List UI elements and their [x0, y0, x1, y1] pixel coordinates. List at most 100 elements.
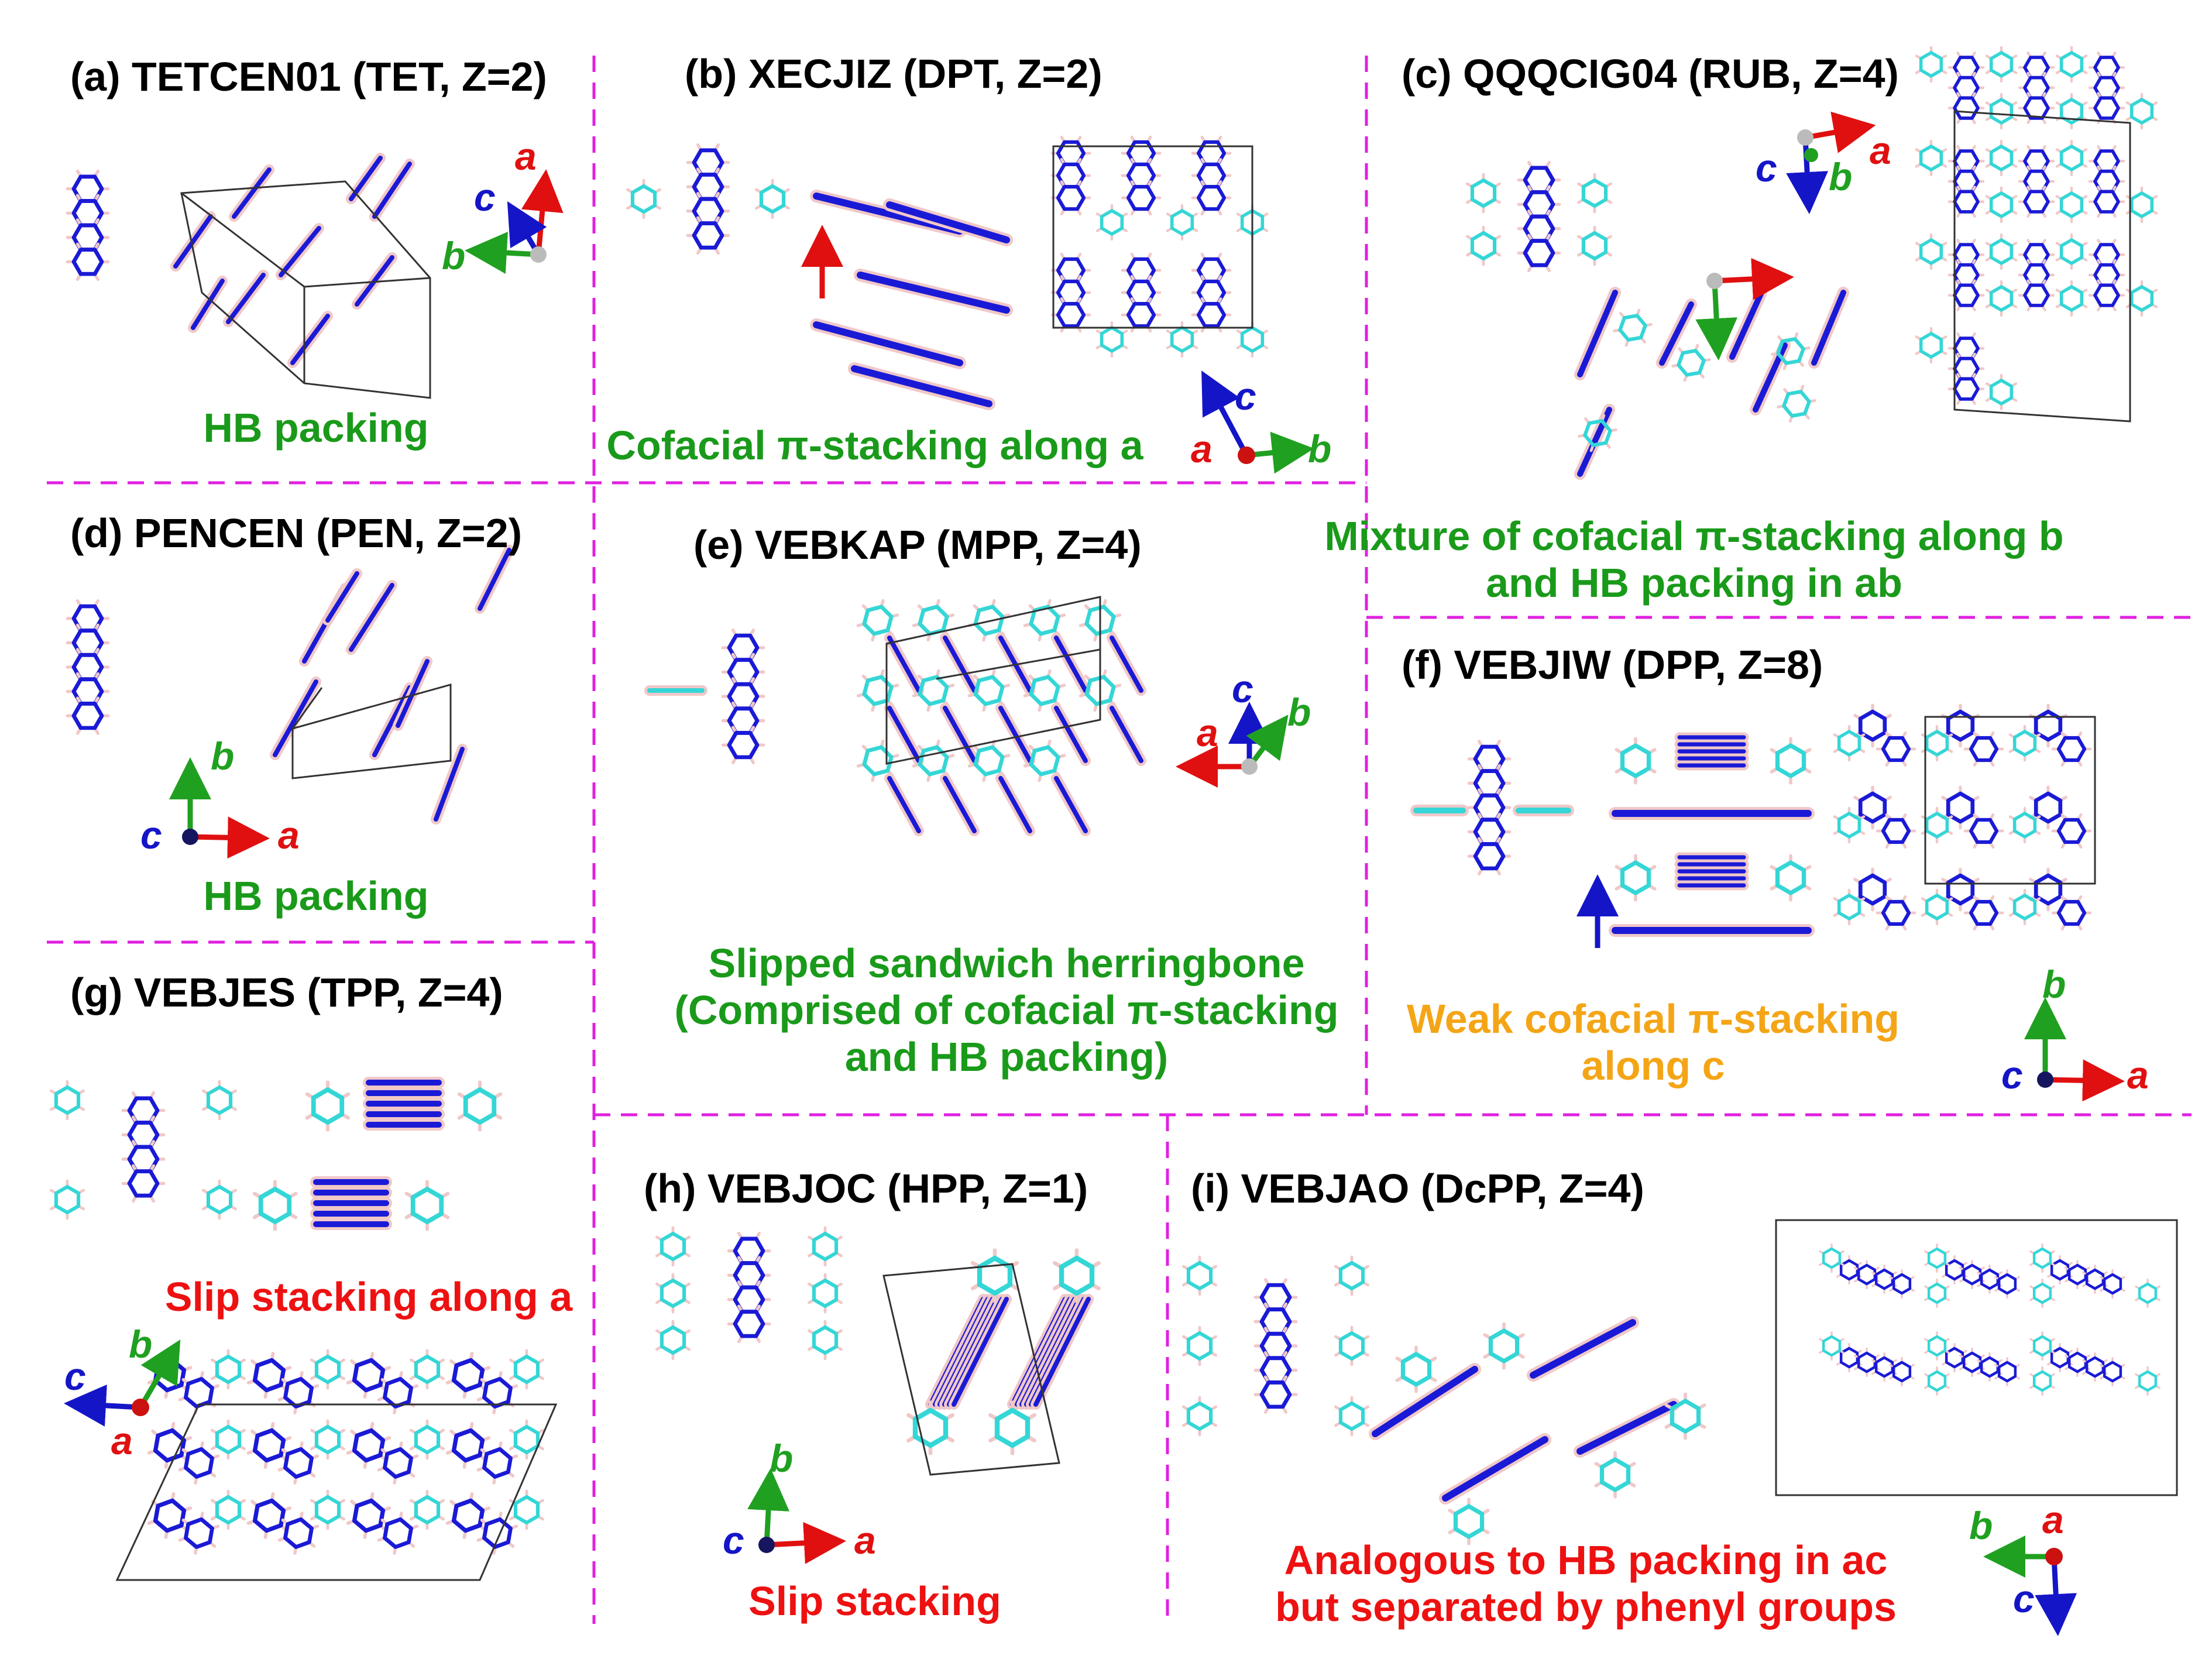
- panel-i-cell-ring: [1994, 1269, 2020, 1299]
- panel-c-stack-phenyl: [1985, 186, 2018, 224]
- panel-c-stack-ring: [1947, 186, 1985, 218]
- panel-c-phenyl: [1465, 225, 1502, 266]
- panel-b-edge-molecule: [810, 318, 966, 369]
- panel-g-cell-ring: [178, 1371, 220, 1414]
- unit-cell-g: [115, 1403, 558, 1581]
- panel-h-phenyl: [655, 1226, 691, 1267]
- panel-f-phenyl: [1615, 854, 1657, 902]
- panel-a-edge-molecule: [346, 153, 386, 204]
- panel-g-cell-phenyl: [409, 1489, 445, 1530]
- panel-b-edge-molecule: [848, 362, 995, 410]
- panel-c-caption-line2: and HB packing in ab: [1486, 560, 1902, 606]
- panel-i-cell-ring: [2100, 1357, 2125, 1386]
- panel-a-edge-molecule: [352, 252, 397, 310]
- panel-g-cell-ring: [147, 1492, 193, 1539]
- panel-g-title: (g) VEBJES (TPP, Z=4): [70, 970, 503, 1015]
- axis-b-label-b: b: [1308, 427, 1331, 470]
- panel-c-edge-molecule: [1574, 404, 1615, 480]
- panel-g-cell-phenyl: [509, 1489, 545, 1530]
- panel-i-cell-phenyl: [2029, 1279, 2055, 1308]
- panel-f-cluster-ring: [1963, 895, 2004, 931]
- unit-cell-a: [180, 180, 431, 399]
- axis-a-label-d: a: [278, 813, 300, 857]
- panel-e-edge-molecule: [995, 773, 1035, 836]
- panel-f-cluster-ring: [2051, 895, 2092, 931]
- panel-h-caption: Slip stacking: [748, 1578, 1001, 1624]
- panel-f-cluster-ring: [1941, 785, 1980, 830]
- panel-h-stack: [1031, 1294, 1094, 1410]
- panel-i-cell-ring: [1994, 1357, 2020, 1386]
- panel-i-phenyl: [1334, 1396, 1370, 1437]
- panel-f-cluster-phenyl: [2008, 888, 2041, 926]
- panel-e-edge-molecule: [884, 773, 924, 836]
- panel-c-caption-line1: Mixture of cofacial π-stacking along b: [1324, 513, 2063, 559]
- panel-i-cell-phenyl: [2029, 1244, 2055, 1273]
- panel-g-cell-ring: [445, 1422, 491, 1469]
- panel-h-phenyl: [807, 1226, 843, 1267]
- panel-b-stack-phenyl: [1095, 204, 1128, 241]
- panel-g-stack-phenyl: [252, 1180, 298, 1231]
- panel-e-caption-line1: Slipped sandwich herringbone: [709, 940, 1305, 986]
- panel-a-edge-molecule: [369, 159, 415, 222]
- unit-cell-e: [885, 596, 1101, 765]
- panel-e-phenyl: [912, 669, 955, 712]
- panel-e-edge-molecule: [1051, 703, 1091, 766]
- panel-i-edge-molecule: [1369, 1363, 1481, 1440]
- molecule-illustrations: [49, 46, 2161, 1555]
- panel-d-edge-molecule: [270, 676, 321, 760]
- panel-c-edge-molecule: [1574, 287, 1621, 380]
- axis-triad-a: [465, 169, 564, 274]
- panel-a-caption: HB packing: [203, 405, 428, 451]
- panel-i-cell-ring: [1889, 1357, 1915, 1386]
- panel-i-edge-molecule: [1439, 1433, 1551, 1505]
- panel-c-edge-molecule: [1808, 287, 1849, 369]
- panel-c-edge-phenyl: [1578, 414, 1617, 452]
- panel-f-cluster-ring: [1876, 731, 1916, 767]
- panel-g-caption: Slip stacking along a: [165, 1274, 573, 1320]
- panel-e-edge-molecule: [940, 703, 980, 766]
- panel-g-cell-phenyl: [310, 1489, 346, 1530]
- panel-h-phenyl: [807, 1273, 843, 1314]
- panel-c-title: (c) QQQCIG04 (RUB, Z=4): [1402, 51, 1899, 97]
- panel-g-cell-ring: [346, 1492, 391, 1539]
- panel-b-stack-ring: [1121, 297, 1162, 333]
- panel-e-phenyl: [856, 599, 899, 642]
- panel-b-phenyl: [754, 178, 791, 219]
- axis-c-label-g: c: [64, 1355, 86, 1398]
- axis-a-label-b: a: [1191, 427, 1213, 470]
- axis-triads: [64, 111, 2125, 1636]
- panel-h-molecule-ring: [727, 1304, 771, 1344]
- panel-f-cluster-ring: [1963, 731, 2004, 767]
- panel-g-phenyl: [201, 1080, 238, 1121]
- unit-cell-b: [1052, 145, 1253, 329]
- panel-c-stack-ring: [2018, 186, 2055, 218]
- panel-g-cell-ring: [277, 1512, 320, 1555]
- axis-triad-b: [1201, 370, 1314, 474]
- panel-g-cell-ring: [377, 1441, 419, 1485]
- panel-g-cell-ring: [246, 1422, 292, 1469]
- panel-i-cell-phenyl: [1819, 1244, 1845, 1273]
- axis-a-label-f: a: [2127, 1053, 2149, 1097]
- panel-d-edge-molecule: [431, 744, 468, 825]
- panel-c-stack-phenyl: [2055, 233, 2088, 270]
- panel-h-stack-phenyl: [988, 1400, 1036, 1455]
- panel-d-title: (d) PENCEN (PEN, Z=2): [70, 510, 522, 556]
- panel-f-molecule-ring: [1467, 837, 1512, 875]
- axis-b-label-c: b: [1829, 155, 1852, 198]
- panel-f-caption-line2: along c: [1581, 1043, 1725, 1088]
- panel-i-cell-ring: [1854, 1348, 1880, 1377]
- panel-i-title: (i) VEBJAO (DcPP, Z=4): [1191, 1166, 1644, 1211]
- panel-c-stack-phenyl: [2055, 92, 2088, 130]
- panel-g-cell-phenyl: [509, 1419, 545, 1460]
- panel-i-cell-ring: [2100, 1269, 2125, 1299]
- panel-c-stack-ring: [2088, 279, 2125, 311]
- axis-triad-f: [2024, 997, 2125, 1102]
- panel-i-cell-phenyl: [1924, 1331, 1950, 1361]
- axis-letters: a c b c a b a c b b c a c b a b c a b c …: [64, 129, 2149, 1620]
- panel-i-molecule-ring: [1253, 1375, 1298, 1414]
- panel-e-phenyl: [1023, 669, 1066, 712]
- panel-e-edge-molecule: [995, 703, 1035, 766]
- panel-e-phenyl: [1078, 599, 1122, 642]
- panel-c-stack-ring: [1947, 92, 1985, 124]
- panel-dividers: [47, 56, 2192, 1624]
